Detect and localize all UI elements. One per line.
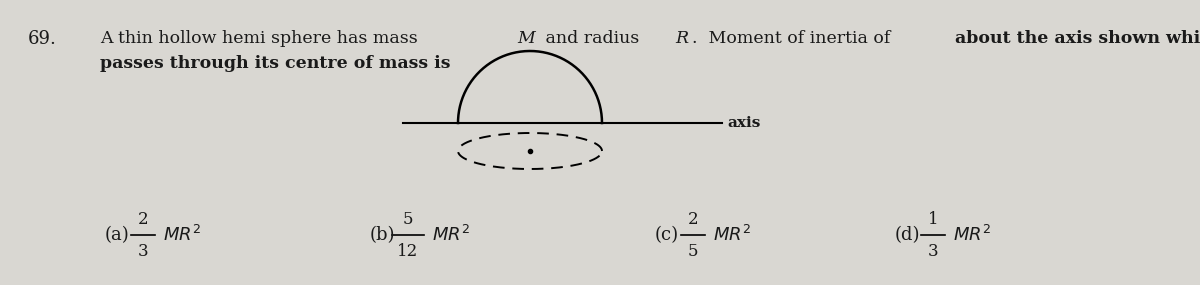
Text: passes through its centre of mass is: passes through its centre of mass is <box>100 55 450 72</box>
Text: $MR^2$: $MR^2$ <box>432 225 470 245</box>
Text: (b): (b) <box>370 226 396 244</box>
Text: (c): (c) <box>655 226 679 244</box>
Text: 5: 5 <box>403 211 413 227</box>
Text: (a): (a) <box>106 226 130 244</box>
Text: 3: 3 <box>138 243 149 260</box>
Text: 12: 12 <box>397 243 419 260</box>
Text: and radius: and radius <box>540 30 644 47</box>
Text: $MR^2$: $MR^2$ <box>953 225 991 245</box>
Text: $MR^2$: $MR^2$ <box>713 225 751 245</box>
Text: axis: axis <box>727 116 761 130</box>
Text: R: R <box>676 30 689 47</box>
Text: .  Moment of inertia of: . Moment of inertia of <box>692 30 896 47</box>
Text: 1: 1 <box>928 211 938 227</box>
Text: $MR^2$: $MR^2$ <box>163 225 202 245</box>
Text: about the axis shown which: about the axis shown which <box>955 30 1200 47</box>
Text: M: M <box>517 30 535 47</box>
Text: (d): (d) <box>895 226 920 244</box>
Text: 2: 2 <box>688 211 698 227</box>
Text: 5: 5 <box>688 243 698 260</box>
Text: 69.: 69. <box>28 30 56 48</box>
Text: 3: 3 <box>928 243 938 260</box>
Text: A thin hollow hemi sphere has mass: A thin hollow hemi sphere has mass <box>100 30 424 47</box>
Text: 2: 2 <box>138 211 149 227</box>
